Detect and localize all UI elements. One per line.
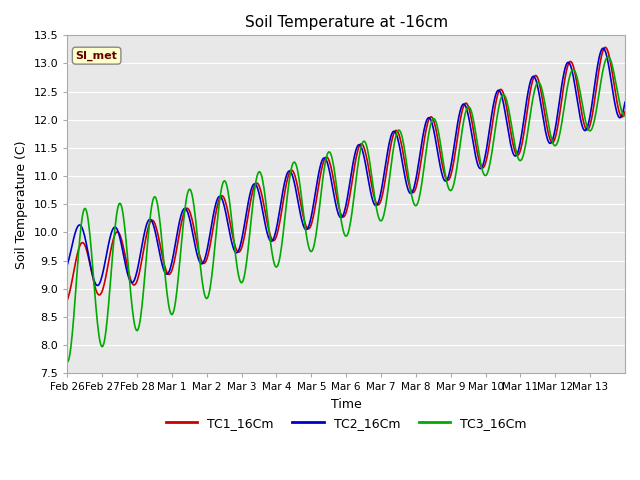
TC3_16Cm: [402, 155, 410, 161]
TC2_16Cm: [419, 131, 427, 137]
TC1_16Cm: [402, 166, 410, 172]
TC3_16Cm: [387, 162, 395, 168]
Line: TC1_16Cm: TC1_16Cm: [67, 48, 625, 300]
TC1_16Cm: [387, 141, 395, 146]
TC1_16Cm: [98, 290, 106, 296]
TC3_16Cm: [604, 54, 612, 60]
TC2_16Cm: [545, 138, 552, 144]
TC3_16Cm: [621, 113, 629, 119]
TC2_16Cm: [93, 283, 101, 288]
TC1_16Cm: [621, 109, 629, 115]
Line: TC3_16Cm: TC3_16Cm: [67, 57, 625, 362]
TC3_16Cm: [486, 159, 494, 165]
Line: TC2_16Cm: TC2_16Cm: [67, 48, 625, 286]
TC2_16Cm: [600, 46, 607, 51]
Title: Soil Temperature at -16cm: Soil Temperature at -16cm: [244, 15, 448, 30]
Y-axis label: Soil Temperature (C): Soil Temperature (C): [15, 140, 28, 269]
TC3_16Cm: [63, 359, 71, 365]
TC1_16Cm: [419, 148, 426, 154]
X-axis label: Time: Time: [331, 398, 362, 411]
Text: SI_met: SI_met: [76, 50, 118, 61]
TC3_16Cm: [98, 343, 106, 349]
TC3_16Cm: [544, 116, 552, 122]
TC1_16Cm: [486, 135, 494, 141]
Legend: TC1_16Cm, TC2_16Cm, TC3_16Cm: TC1_16Cm, TC2_16Cm, TC3_16Cm: [161, 412, 532, 435]
TC1_16Cm: [544, 127, 552, 132]
TC2_16Cm: [63, 262, 71, 268]
TC2_16Cm: [403, 181, 410, 187]
TC1_16Cm: [63, 297, 71, 303]
TC2_16Cm: [487, 116, 495, 122]
TC3_16Cm: [419, 175, 426, 180]
TC2_16Cm: [621, 99, 629, 105]
TC1_16Cm: [602, 45, 609, 50]
TC2_16Cm: [99, 273, 106, 278]
TC2_16Cm: [388, 131, 396, 136]
